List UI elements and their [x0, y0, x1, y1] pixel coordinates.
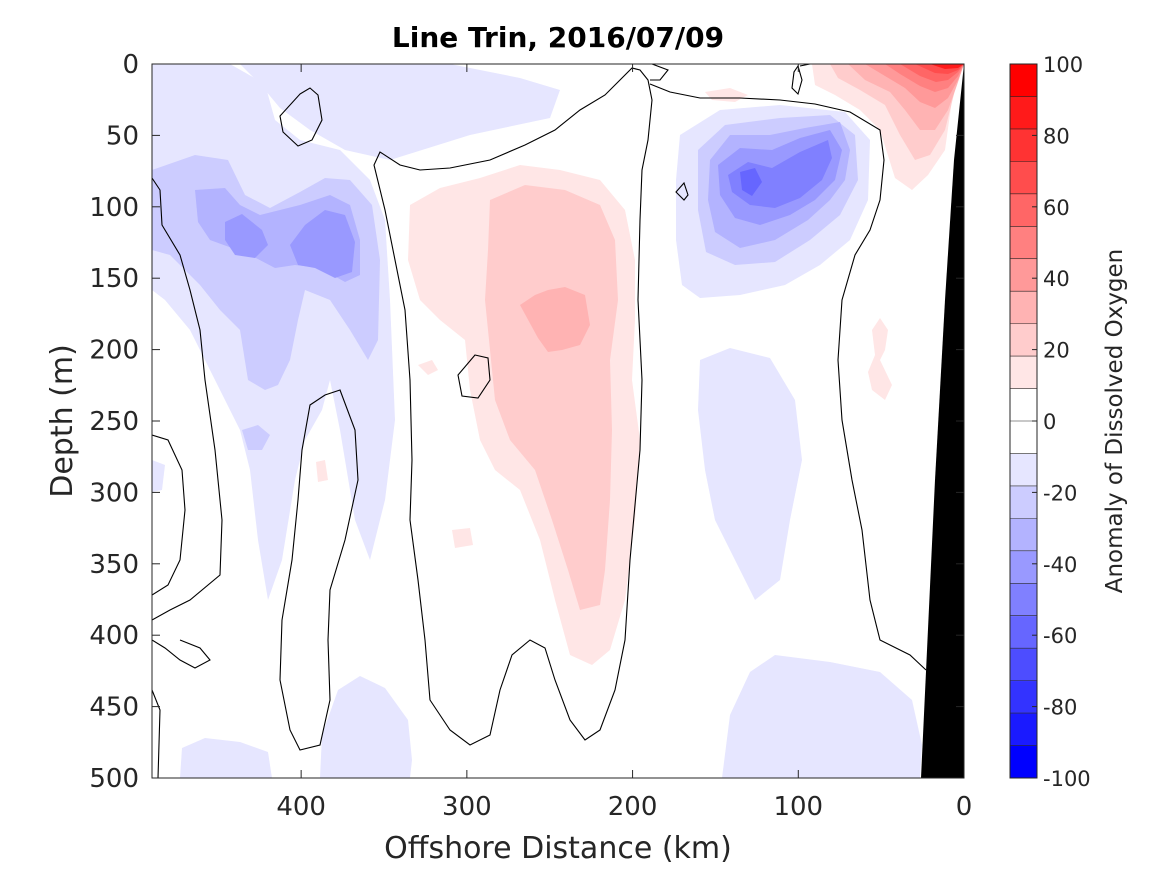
zero-contour-2	[152, 434, 186, 596]
zero-contour-9	[650, 64, 669, 81]
y-tick-label: 0	[122, 50, 139, 80]
colorbar-swatch	[1010, 518, 1037, 552]
x-tick-label: 400	[276, 792, 326, 822]
pos-region-east-lens	[868, 318, 892, 400]
colorbar-swatch	[1010, 193, 1037, 227]
pos-region-central-l2	[485, 185, 618, 610]
neg-region-west-top	[240, 64, 560, 160]
zero-contour-4	[152, 639, 211, 669]
bathymetry-mask	[921, 64, 964, 778]
colorbar-tick-label: -20	[1043, 481, 1077, 505]
pos-region-small-3	[452, 528, 473, 548]
colorbar-swatch	[1010, 648, 1037, 682]
y-axis: 0 50 100 150 200 250 300 350 400 450 500	[89, 50, 964, 794]
x-tick-label: 200	[608, 792, 658, 822]
colorbar-swatch	[1010, 96, 1037, 130]
neg-region-small-west	[152, 460, 165, 492]
y-tick-label: 200	[89, 336, 139, 366]
y-tick-label: 250	[89, 407, 139, 437]
zero-contour-10	[649, 83, 927, 671]
neg-region-bottom-west	[180, 738, 272, 778]
chart-title: Line Trin, 2016/07/09	[392, 21, 724, 54]
neg-region-west-l4	[225, 214, 268, 258]
colorbar-swatch	[1010, 745, 1037, 779]
plot-area	[151, 63, 965, 779]
zero-contours	[152, 64, 927, 778]
colorbar-tick-label: -100	[1043, 767, 1091, 791]
colorbar-swatch	[1010, 64, 1037, 97]
x-axis: 400 300 200 100 0	[276, 64, 972, 822]
y-axis-label: Depth (m)	[45, 344, 80, 498]
pos-region-small-2	[316, 460, 328, 482]
colorbar-tick-label: 20	[1043, 339, 1070, 363]
x-tick-label: 300	[442, 792, 492, 822]
zero-contour-1	[152, 177, 223, 621]
colorbar-tick-label: 40	[1043, 267, 1070, 291]
colorbar-tick-label: 100	[1043, 53, 1083, 77]
y-tick-label: 50	[106, 121, 139, 151]
colorbar-swatch	[1010, 713, 1037, 747]
y-tick-label: 150	[89, 264, 139, 294]
colorbar-swatch	[1010, 550, 1037, 584]
zero-contour-8	[457, 354, 491, 399]
colorbar-swatch	[1010, 453, 1037, 487]
y-tick-label: 400	[89, 621, 139, 651]
anomaly-fill-layer	[152, 64, 964, 778]
y-tick-label: 300	[89, 478, 139, 508]
pos-region-small-1	[418, 360, 438, 375]
y-tick-label: 500	[89, 764, 139, 794]
colorbar-swatch	[1010, 323, 1037, 357]
zero-contour-11	[791, 64, 803, 96]
colorbar-tick-label: 0	[1043, 410, 1056, 434]
zero-contour-3	[152, 689, 161, 778]
colorbar-swatch	[1010, 161, 1037, 195]
colorbar-swatch	[1010, 258, 1037, 292]
colorbar-tick-label: 60	[1043, 196, 1070, 220]
colorbar-swatch	[1010, 485, 1037, 519]
neg-region-west-l4b	[290, 210, 355, 278]
zero-contour-5	[279, 87, 323, 147]
colorbar-tick-label: -60	[1043, 624, 1077, 648]
colorbar-swatch	[1010, 680, 1037, 714]
colorbar-tick-label: -40	[1043, 553, 1077, 577]
x-tick-label: 100	[773, 792, 823, 822]
neg-region-east-l6	[740, 168, 762, 196]
zero-contour-7	[373, 67, 653, 746]
neg-region-west-l2b	[242, 425, 270, 450]
colorbar-swatch	[1010, 356, 1037, 390]
zero-contour-12	[675, 181, 689, 201]
colorbar-swatch	[1010, 291, 1037, 325]
colorbar-swatch	[1010, 421, 1037, 454]
pos-region-surface-l8	[930, 64, 964, 69]
y-tick-label: 450	[89, 693, 139, 723]
y-tick-label: 100	[89, 193, 139, 223]
colorbar-swatch	[1010, 226, 1037, 260]
pos-region-central-l3	[520, 287, 590, 352]
colorbar-tick-label: 80	[1043, 124, 1070, 148]
x-tick-label: 0	[956, 792, 973, 822]
colorbar-label: Anomaly of Dissolved Oxygen	[1102, 249, 1128, 594]
neg-region-east-deep	[698, 348, 802, 600]
neg-region-bottom-mid	[320, 676, 412, 778]
colorbar-swatch	[1010, 128, 1037, 162]
y-tick-label: 350	[89, 550, 139, 580]
zero-contour-6	[279, 389, 359, 751]
colorbar-swatch	[1010, 388, 1037, 422]
neg-region-bottom-east	[722, 655, 922, 778]
colorbar-swatch	[1010, 583, 1037, 617]
x-axis-label: Offshore Distance (km)	[384, 831, 732, 866]
colorbar-swatch	[1010, 615, 1037, 649]
colorbar-tick-label: -80	[1043, 696, 1077, 720]
colorbar: 100 80 60 40 20 0 -20 -40 -60 -80 -100	[1009, 53, 1091, 791]
